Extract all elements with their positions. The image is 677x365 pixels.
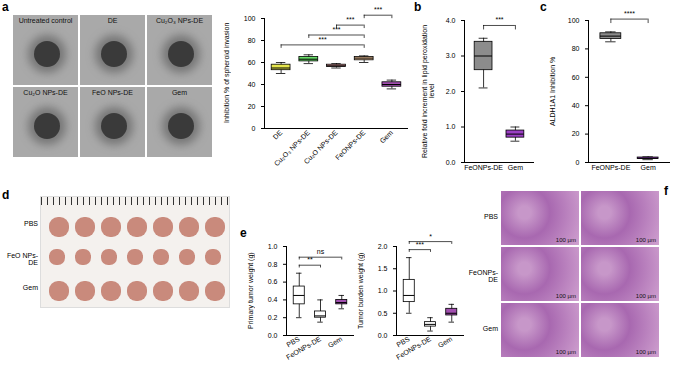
svg-text:1.0: 1.0 [378, 287, 388, 294]
svg-text:0.8: 0.8 [268, 261, 278, 268]
svg-text:ns: ns [317, 248, 325, 255]
svg-text:2.0: 2.0 [446, 88, 456, 95]
svg-text:80: 80 [248, 37, 256, 44]
html-text:b: b [414, 0, 422, 14]
html-text:100 µm: 100 µm [555, 237, 576, 243]
svg-text:Cu₂O₃ NPs-DE: Cu₂O₃ NPs-DE [272, 128, 312, 168]
html-text:FeO NPs-DE: FeO NPs-DE [92, 89, 133, 96]
html-text:100 µm: 100 µm [555, 349, 576, 355]
svg-text:Gem: Gem [641, 164, 656, 171]
svg-text:PBS: PBS [395, 335, 411, 349]
svg-text:***: *** [416, 241, 424, 248]
svg-text:0.0: 0.0 [378, 332, 388, 339]
html-text:PBS: PBS [24, 220, 38, 227]
svg-text:40: 40 [248, 81, 256, 88]
svg-text:0.4: 0.4 [268, 296, 278, 303]
svg-text:100: 100 [244, 15, 256, 22]
html-text:Gem: Gem [22, 284, 38, 291]
svg-text:***: *** [495, 16, 503, 23]
svg-text:***: *** [346, 16, 354, 23]
svg-text:PBS: PBS [285, 335, 301, 349]
html-text:c: c [540, 0, 547, 14]
html-text:e: e [240, 226, 247, 240]
svg-text:20: 20 [572, 130, 580, 137]
html-text:Gem: Gem [482, 325, 498, 332]
html-text:Inhibition % of spheroid invas: Inhibition % of spheroid invasion [223, 22, 230, 124]
svg-text:Gem: Gem [327, 335, 344, 349]
svg-text:60: 60 [572, 74, 580, 81]
svg-text:FeONPs-DE: FeONPs-DE [591, 164, 630, 171]
svg-text:Gem: Gem [508, 164, 523, 171]
svg-text:FeONPs-DE: FeONPs-DE [464, 164, 503, 171]
svg-text:0.5: 0.5 [378, 309, 388, 316]
svg-text:1.0: 1.0 [446, 123, 456, 130]
html-text:100 µm: 100 µm [555, 293, 576, 299]
html-text:100 µm: 100 µm [635, 349, 656, 355]
html-text:PBS: PBS [484, 213, 498, 220]
html-text:f: f [664, 184, 668, 198]
svg-text:0: 0 [252, 125, 256, 132]
svg-text:FeONPs-DE: FeONPs-DE [395, 335, 432, 361]
html-text:ALDH1A1 Inhibition %: ALDH1A1 Inhibition % [549, 56, 556, 126]
svg-text:4.0: 4.0 [446, 17, 456, 24]
html-text:FeO NPs-DE: FeO NPs-DE [6, 252, 38, 266]
svg-text:3.0: 3.0 [446, 52, 456, 59]
svg-text:0.2: 0.2 [268, 314, 278, 321]
svg-text:FeONPs-DE: FeONPs-DE [334, 129, 367, 162]
svg-text:2.0: 2.0 [378, 243, 388, 250]
svg-text:80: 80 [572, 45, 580, 52]
html-text:FeONPs-DE: FeONPs-DE [468, 269, 498, 283]
svg-text:60: 60 [248, 59, 256, 66]
svg-text:0.6: 0.6 [268, 278, 278, 285]
html-text:Gem: Gem [171, 89, 188, 96]
svg-text:***: *** [374, 6, 382, 13]
svg-text:***: *** [332, 26, 340, 33]
svg-text:0.0: 0.0 [268, 332, 278, 339]
svg-text:1.5: 1.5 [378, 265, 388, 272]
svg-text:0.0: 0.0 [446, 159, 456, 166]
svg-text:FeONPs-DE: FeONPs-DE [285, 335, 322, 361]
svg-text:*: * [429, 233, 432, 240]
html-text:Tumor burden weight (g): Tumor burden weight (g) [357, 252, 364, 329]
svg-text:***: *** [319, 36, 327, 43]
svg-text:****: **** [624, 10, 635, 17]
svg-text:DE: DE [272, 129, 284, 141]
html-text:DE: DE [107, 17, 118, 24]
html-text:100 µm: 100 µm [635, 237, 656, 243]
html-text:Relative fold increment in lip: Relative fold increment in lipid peroxid… [421, 24, 435, 158]
html-text:Cu₂O NPs-DE: Cu₂O NPs-DE [23, 89, 68, 96]
svg-text:Cu₂O NPs-DE: Cu₂O NPs-DE [302, 129, 339, 166]
html-text:d: d [2, 188, 10, 202]
html-text:Untreated control: Untreated control [18, 17, 73, 24]
html-text:Cu₂O₃ NPs-DE: Cu₂O₃ NPs-DE [155, 17, 204, 24]
svg-text:1.0: 1.0 [268, 243, 278, 250]
svg-text:40: 40 [572, 102, 580, 109]
svg-text:0: 0 [576, 159, 580, 166]
html-text:a: a [2, 0, 9, 14]
svg-text:20: 20 [248, 103, 256, 110]
svg-text:Gem: Gem [378, 129, 394, 145]
svg-text:**: ** [307, 256, 313, 263]
svg-text:Gem: Gem [437, 335, 454, 349]
svg-text:100: 100 [568, 17, 580, 24]
html-text:Primary tumor weight (g): Primary tumor weight (g) [247, 252, 254, 329]
html-text:100 µm: 100 µm [635, 293, 656, 299]
